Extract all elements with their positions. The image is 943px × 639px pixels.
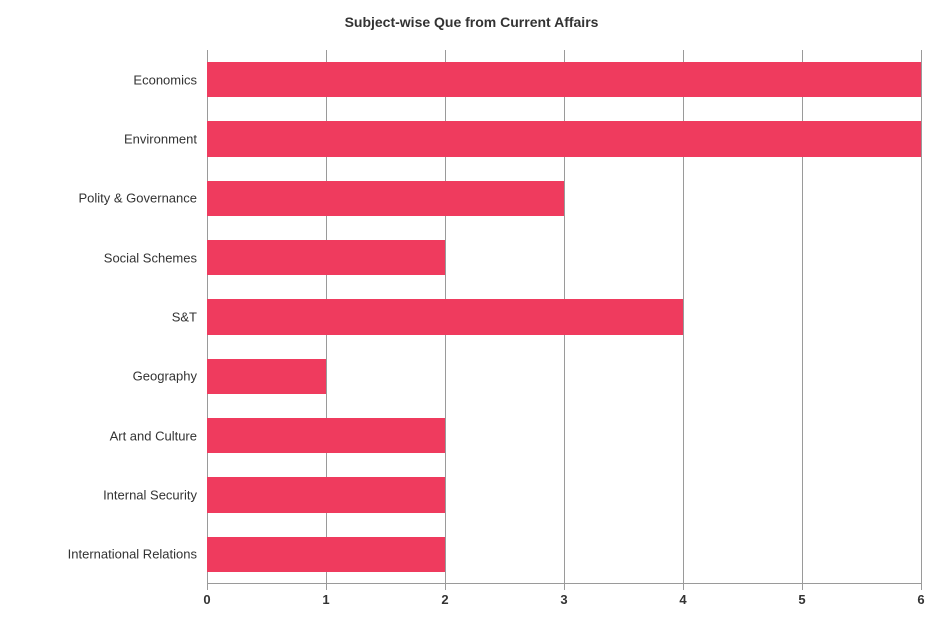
bar [207, 418, 445, 454]
bar [207, 359, 326, 395]
x-gridline [921, 50, 922, 584]
y-category-label: Internal Security [103, 488, 207, 503]
bar [207, 299, 683, 335]
y-category-label: Geography [133, 369, 207, 384]
chart-title: Subject-wise Que from Current Affairs [0, 0, 943, 36]
x-tick-label: 5 [798, 584, 805, 607]
x-tick-label: 1 [322, 584, 329, 607]
y-category-label: International Relations [68, 547, 207, 562]
chart-container: Subject-wise Que from Current Affairs 01… [0, 0, 943, 639]
y-category-label: S&T [172, 310, 207, 325]
x-tick-label: 2 [441, 584, 448, 607]
y-category-label: Art and Culture [110, 428, 207, 443]
bar [207, 477, 445, 513]
x-tick-label: 4 [679, 584, 686, 607]
bar [207, 240, 445, 276]
plot-area: 0123456EconomicsEnvironmentPolity & Gove… [207, 50, 921, 584]
y-category-label: Environment [124, 132, 207, 147]
bar [207, 62, 921, 98]
bar [207, 121, 921, 157]
y-category-label: Polity & Governance [78, 191, 207, 206]
y-category-label: Social Schemes [104, 250, 207, 265]
x-tick-label: 0 [203, 584, 210, 607]
bar [207, 537, 445, 573]
y-category-label: Economics [133, 72, 207, 87]
bar [207, 181, 564, 217]
x-tick-label: 3 [560, 584, 567, 607]
x-tick-label: 6 [917, 584, 924, 607]
